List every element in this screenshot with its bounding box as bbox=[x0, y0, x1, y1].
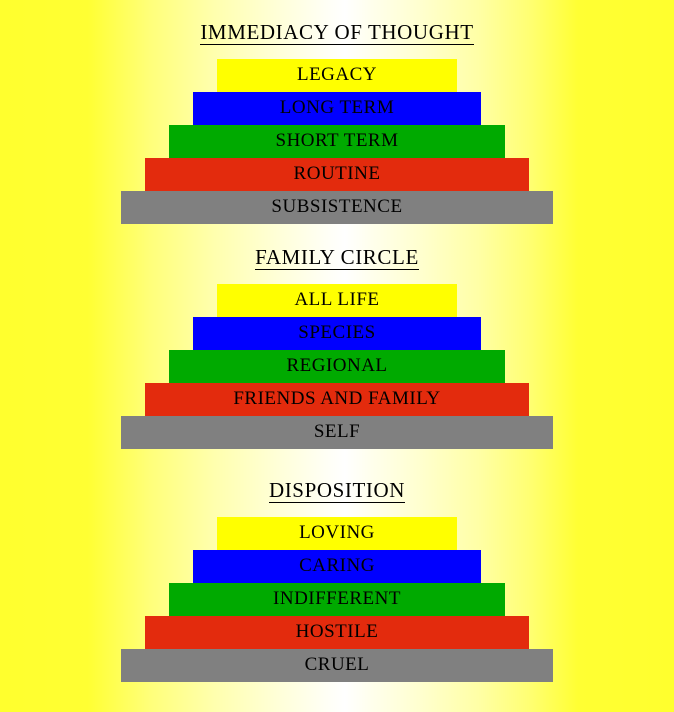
pyramid-levels: ALL LIFE SPECIES REGIONAL FRIENDS AND FA… bbox=[0, 284, 674, 449]
pyramid-level-label: ROUTINE bbox=[293, 163, 381, 184]
pyramid-title: FAMILY CIRCLE bbox=[0, 247, 674, 270]
pyramid-title: IMMEDIACY OF THOUGHT bbox=[0, 22, 674, 45]
pyramid-disposition: DISPOSITION LOVING CARING INDIFFERENT HO… bbox=[0, 480, 674, 682]
pyramid-level[interactable]: SPECIES bbox=[193, 317, 481, 350]
pyramid-level[interactable]: INDIFFERENT bbox=[169, 583, 505, 616]
pyramid-level-label: SPECIES bbox=[298, 322, 376, 343]
pyramid-level[interactable]: SUBSISTENCE bbox=[121, 191, 553, 224]
pyramid-level-label: CARING bbox=[299, 555, 375, 576]
pyramid-title-text: FAMILY CIRCLE bbox=[255, 245, 419, 270]
pyramid-levels: LOVING CARING INDIFFERENT HOSTILE CRUEL bbox=[0, 517, 674, 682]
pyramid-level[interactable]: LONG TERM bbox=[193, 92, 481, 125]
pyramid-level-label: LONG TERM bbox=[279, 97, 395, 118]
pyramid-title-text: IMMEDIACY OF THOUGHT bbox=[200, 20, 474, 45]
pyramid-level-label: SELF bbox=[313, 421, 361, 442]
pyramid-level[interactable]: LEGACY bbox=[217, 59, 457, 92]
pyramid-level-label: LOVING bbox=[299, 522, 375, 543]
pyramid-level[interactable]: CARING bbox=[193, 550, 481, 583]
pyramid-level[interactable]: CRUEL bbox=[121, 649, 553, 682]
pyramid-level[interactable]: HOSTILE bbox=[145, 616, 529, 649]
pyramid-level[interactable]: ROUTINE bbox=[145, 158, 529, 191]
pyramid-level-label: LEGACY bbox=[296, 64, 378, 85]
pyramid-level[interactable]: FRIENDS AND FAMILY bbox=[145, 383, 529, 416]
pyramid-level[interactable]: ALL LIFE bbox=[217, 284, 457, 317]
pyramid-level-label: SHORT TERM bbox=[275, 130, 399, 151]
pyramid-level-label: ALL LIFE bbox=[294, 289, 380, 310]
pyramid-family-circle: FAMILY CIRCLE ALL LIFE SPECIES REGIONAL … bbox=[0, 247, 674, 449]
pyramid-level-label: CRUEL bbox=[304, 654, 370, 675]
pyramid-level[interactable]: SHORT TERM bbox=[169, 125, 505, 158]
pyramid-title-text: DISPOSITION bbox=[268, 478, 406, 503]
pyramid-title: DISPOSITION bbox=[0, 480, 674, 503]
pyramid-level-label: FRIENDS AND FAMILY bbox=[233, 388, 441, 409]
pyramid-levels: LEGACY LONG TERM SHORT TERM ROUTINE SUBS… bbox=[0, 59, 674, 224]
pyramid-level[interactable]: REGIONAL bbox=[169, 350, 505, 383]
pyramid-immediacy-of-thought: IMMEDIACY OF THOUGHT LEGACY LONG TERM SH… bbox=[0, 22, 674, 224]
pyramid-level-label: REGIONAL bbox=[286, 355, 388, 376]
pyramid-level-label: HOSTILE bbox=[295, 621, 379, 642]
pyramid-level[interactable]: LOVING bbox=[217, 517, 457, 550]
pyramid-level[interactable]: SELF bbox=[121, 416, 553, 449]
pyramid-level-label: SUBSISTENCE bbox=[271, 196, 403, 217]
pyramid-level-label: INDIFFERENT bbox=[273, 588, 401, 609]
